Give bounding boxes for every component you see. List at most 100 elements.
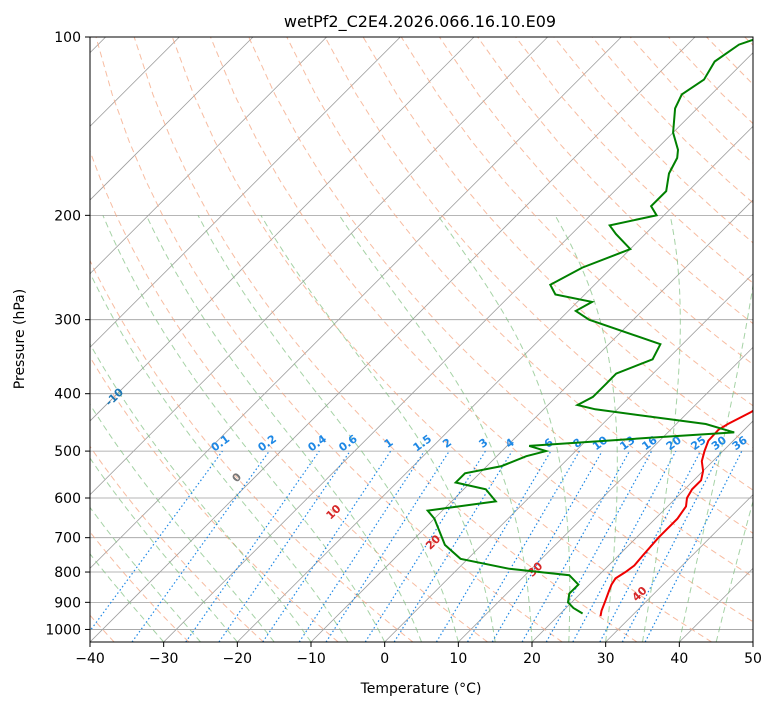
mixing-ratio-line [644,450,743,642]
axes: −40 −30 −20 −10 0 10 20 30 40 50 100 200 300 400 500 60… [45,30,762,667]
dry-adiabat-line [706,37,753,86]
mixing-ratio-line [262,450,392,642]
dry-adiabat-line [591,37,753,204]
mixing-ratio-line [185,450,320,642]
mixing-ratio-label: 36 [730,433,750,453]
isotherm-line [237,125,753,642]
mixing-ratio-label: 6 [542,436,556,451]
moist-adiabat-line [197,215,459,642]
y-tick-label: 900 [54,595,81,611]
isotherms [90,37,753,642]
temperature-line [599,409,753,617]
dry-adiabat-line [90,149,488,642]
isotherm-line [90,37,254,201]
dry-adiabat-line [90,531,190,642]
dewpoint-line [425,38,753,615]
y-tick-label: 200 [54,208,81,224]
x-tick-label: 10 [449,651,467,667]
moist-adiabat-line [554,215,618,642]
moist-adiabat-line [90,403,275,642]
dry-adiabat-line [438,37,753,365]
dry-adiabat-line [744,37,753,46]
moist-adiabat-line [90,457,238,642]
isotherm-line [90,37,475,422]
dry-adiabat-line [90,259,414,642]
isotherm-line [90,37,401,348]
x-tick-label: −40 [75,651,105,667]
dry-adiabat-line [90,445,264,642]
dry-adiabat-line [90,356,339,642]
dry-adiabat-line [668,37,753,125]
isotherm-line [310,199,753,642]
mixing-ratio-label: 13 [617,434,637,454]
moist-adiabat-line [145,215,422,642]
mixing-ratio-line [466,450,580,642]
mixing-ratio-line [218,450,351,642]
moist-adiabat-line [260,215,496,642]
isotherm-line [384,273,753,642]
dry-adiabat-label: 30 [525,559,545,579]
dry-adiabat-line [248,37,753,578]
x-tick-label: −10 [296,651,326,667]
mixing-ratio-label: 1 [382,436,396,451]
mixing-ratio-line [90,450,223,632]
moist-adiabat-line [90,553,165,642]
isotherm-line [531,420,753,642]
isotherm-line [90,37,622,569]
moist-adiabats [90,215,753,642]
dry-adiabats [90,37,753,642]
chart-title: wetPf2_C2E4.2026.066.16.10.E09 [284,12,556,32]
mixing-ratio-label: 16 [640,433,660,453]
dry-adiabat-line [286,37,753,534]
plot-area: 0.10.20.40.611.52346810131620253036-100-… [33,37,753,642]
moist-adiabat-line [642,215,681,642]
isotherm-line [752,641,753,642]
dry-adiabat-line [210,37,753,623]
isotherm-line [90,37,696,642]
mixing-ratio-line [491,450,603,642]
x-tick-label: −30 [149,651,179,667]
dry-adiabat-line [553,37,753,244]
isotherm-line [90,37,548,496]
y-tick-label: 600 [54,491,81,507]
theta-label: -20 [33,363,57,386]
x-tick-label: 0 [380,651,389,667]
isotherm-line [679,567,753,642]
y-tick-label: 800 [54,565,81,581]
moist-adiabat-line [678,282,753,642]
y-tick-label: 400 [54,387,81,403]
mixing-ratio-label: 10 [590,433,610,453]
x-axis-label: Temperature (°C) [360,681,482,697]
y-tick-label: 1000 [45,622,81,638]
isotherm-line [605,494,753,642]
mixing-ratio-line [393,450,513,642]
mixing-ratio-line [325,450,450,642]
x-tick-label: −20 [223,651,253,667]
dry-adiabat-line [515,37,753,284]
isotherm-line [458,346,753,642]
mixing-ratio-label: 3 [476,436,490,451]
moist-adiabat-line [437,215,571,642]
moist-adiabat-line [90,342,312,642]
y-axis-label: Pressure (hPa) [12,289,28,389]
y-tick-label: 500 [54,444,81,460]
y-tick-label: 100 [54,30,81,46]
mixing-ratio-line [435,450,552,642]
mixing-ratio-line [521,450,631,642]
dry-adiabat-line [133,37,638,642]
mixing-ratio-line [572,450,677,642]
x-tick-label: 50 [744,651,762,667]
x-tick-label: 20 [523,651,541,667]
mixing-ratio-label: 2 [440,436,454,451]
isotherm-line [163,52,753,642]
dry-adiabat-line [324,37,753,491]
mixing-ratio-line [545,450,653,642]
moist-adiabat-line [102,215,386,642]
moist-adiabat-line [90,506,201,642]
dry-adiabat-line [171,37,712,642]
isobars [90,37,753,630]
dry-adiabat-line [95,37,563,642]
x-tick-label: 40 [670,651,688,667]
